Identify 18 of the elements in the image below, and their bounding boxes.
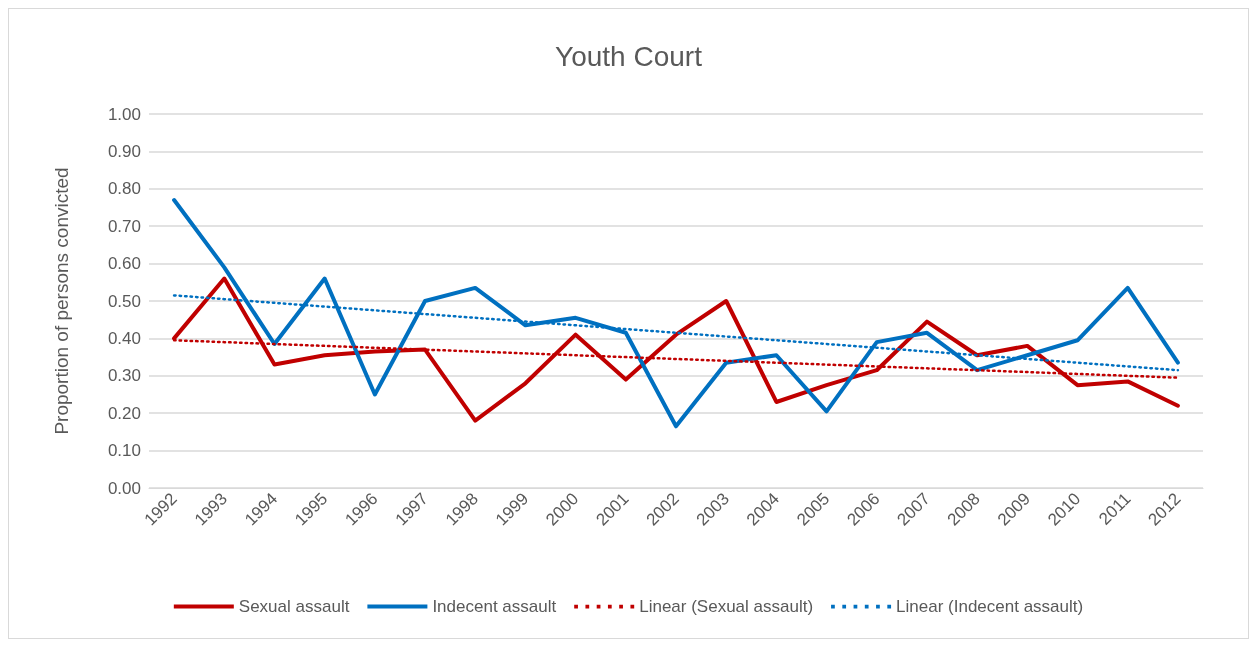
- legend-label: Indecent assault: [432, 597, 557, 616]
- chart-title: Youth Court: [555, 40, 703, 72]
- y-tick-label: 0.10: [107, 441, 141, 461]
- legend-label: Linear (Indecent assault): [896, 597, 1084, 616]
- y-tick-label: 0.60: [107, 254, 141, 274]
- y-axis-title: Proportion of persons convicted: [51, 167, 72, 435]
- legend-label: Sexual assault: [238, 597, 350, 616]
- y-tick-label: 1.00: [107, 104, 141, 124]
- y-tick-label: 0.90: [107, 141, 141, 161]
- y-tick-label: 0.20: [107, 403, 141, 423]
- y-tick-label: 0.70: [107, 216, 141, 236]
- y-tick-label: 0.00: [107, 478, 141, 498]
- legend-label: Linear (Sexual assault): [639, 597, 814, 616]
- y-tick-label: 0.40: [107, 328, 141, 348]
- line-series: [172, 198, 1180, 429]
- y-tick-label: 0.50: [107, 291, 141, 311]
- y-tick-label: 0.30: [107, 366, 141, 386]
- y-tick-label: 0.80: [107, 179, 141, 199]
